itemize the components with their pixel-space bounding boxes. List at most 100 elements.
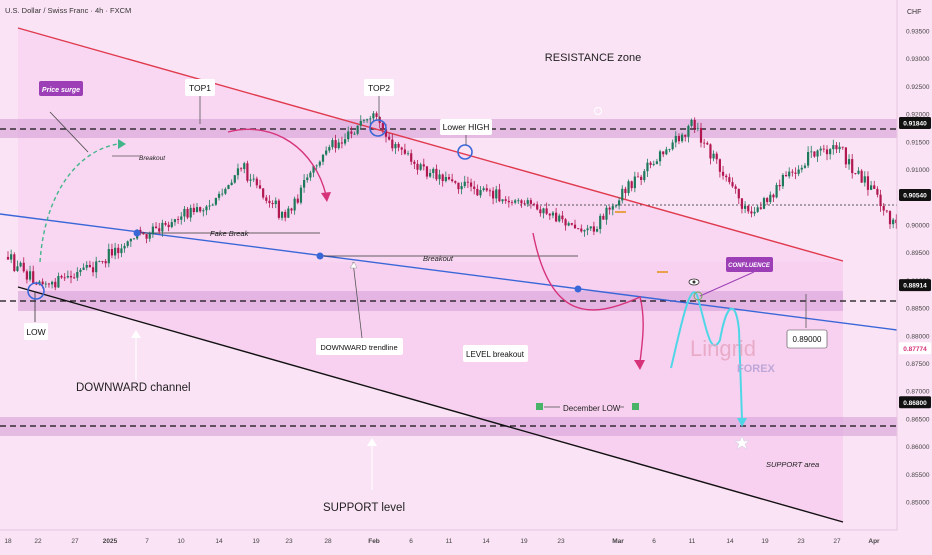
fake-break-dot <box>133 229 141 237</box>
candle-body <box>573 224 577 229</box>
candle-body <box>10 254 13 260</box>
candle-body <box>781 174 784 187</box>
candle-body <box>469 182 473 187</box>
confluence-label-bg <box>726 257 773 272</box>
price-tick-label: 0.86000 <box>906 444 930 451</box>
candle-body <box>551 212 555 216</box>
candle-body <box>488 190 492 192</box>
time-tick-label: 28 <box>324 538 332 545</box>
candle-body <box>794 172 797 174</box>
candle-body <box>832 145 835 150</box>
candle-body <box>558 215 561 222</box>
candle-body <box>501 199 504 202</box>
candle-body <box>6 256 10 260</box>
candle-body <box>658 151 662 162</box>
time-tick-label: 23 <box>557 538 565 545</box>
candle-body <box>88 264 91 268</box>
candle-body <box>813 151 816 157</box>
candle-body <box>759 207 762 209</box>
candle-body <box>429 172 432 177</box>
candle-body <box>384 129 388 137</box>
candle-body <box>734 186 737 189</box>
currency-label: CHF <box>907 9 921 16</box>
candle-body <box>807 152 810 166</box>
candle-body <box>416 163 419 170</box>
price-tick-label: 0.86500 <box>906 416 930 423</box>
candle-body <box>463 181 466 187</box>
price-tick-label: 0.91000 <box>906 167 930 174</box>
candle-body <box>747 205 750 212</box>
candle-body <box>586 228 589 231</box>
candle-body <box>224 188 227 194</box>
price-tag-bg <box>899 342 931 355</box>
candle-body <box>646 162 649 172</box>
candle-body <box>539 209 542 214</box>
candle-body <box>630 181 633 189</box>
candle-body <box>690 119 693 126</box>
candle-body <box>142 233 145 235</box>
candle-body <box>13 254 16 271</box>
candle-body <box>268 200 271 203</box>
candle-body <box>778 184 781 187</box>
candle-body <box>709 144 712 159</box>
level-dot <box>574 285 582 293</box>
candle-body <box>287 208 290 218</box>
time-tick-label: 10 <box>177 538 185 545</box>
candle-body <box>441 174 444 182</box>
candle-body <box>284 211 287 218</box>
candle-body <box>158 228 161 232</box>
candle-body <box>406 153 410 155</box>
candle-body <box>750 211 753 214</box>
candle-body <box>885 210 888 212</box>
candle-body <box>514 200 517 203</box>
candle-body <box>422 164 425 167</box>
time-tick-label: 23 <box>285 538 293 545</box>
candle-body <box>860 170 863 183</box>
resistance-zone-text: RESISTANCE zone <box>545 52 641 64</box>
candle-body <box>205 206 208 211</box>
candle-body <box>214 197 217 205</box>
time-tick-label: 2025 <box>103 538 118 545</box>
candle-body <box>170 222 173 228</box>
candle-body <box>577 228 580 230</box>
candle-body <box>318 161 321 166</box>
lower-high-circle-marker <box>457 144 473 160</box>
candle-body <box>718 159 721 172</box>
candle-body <box>22 262 25 272</box>
candle-body <box>255 178 258 186</box>
candle-body <box>753 211 756 214</box>
candle-body <box>784 174 788 177</box>
candle-body <box>328 147 331 151</box>
candle-body <box>681 134 684 142</box>
candle-body <box>866 176 870 190</box>
downward-channel-text: DOWNWARD channel <box>76 382 191 394</box>
candle-body <box>19 262 22 267</box>
candle-body <box>595 229 599 232</box>
candle-body <box>41 281 44 285</box>
candle-body <box>775 184 778 198</box>
candle-body <box>419 164 422 170</box>
candle-body <box>444 176 447 182</box>
candle-body <box>129 238 132 242</box>
candle-body <box>76 271 79 278</box>
target-star-icon <box>734 435 750 450</box>
lower-high-label: Lower HIGH <box>443 122 490 132</box>
low-label-bg <box>24 323 48 340</box>
candle-body <box>66 275 69 278</box>
candle-body <box>766 198 769 203</box>
candle-body <box>649 162 652 165</box>
candle-body <box>350 131 353 134</box>
candle-body <box>693 119 696 129</box>
candle-body <box>879 194 882 207</box>
time-tick-label: 11 <box>689 538 696 545</box>
downward-trendline-label: DOWNWARD trendline <box>320 343 397 352</box>
time-tick-label: 14 <box>215 538 223 545</box>
candle-body <box>202 210 205 212</box>
candle-body <box>312 165 315 173</box>
candle-body <box>356 125 359 134</box>
candle-body <box>252 178 255 180</box>
top2-label-bg <box>364 79 394 96</box>
candle-body <box>825 149 829 155</box>
confluence-dot <box>693 291 703 301</box>
candle-body <box>532 203 536 205</box>
